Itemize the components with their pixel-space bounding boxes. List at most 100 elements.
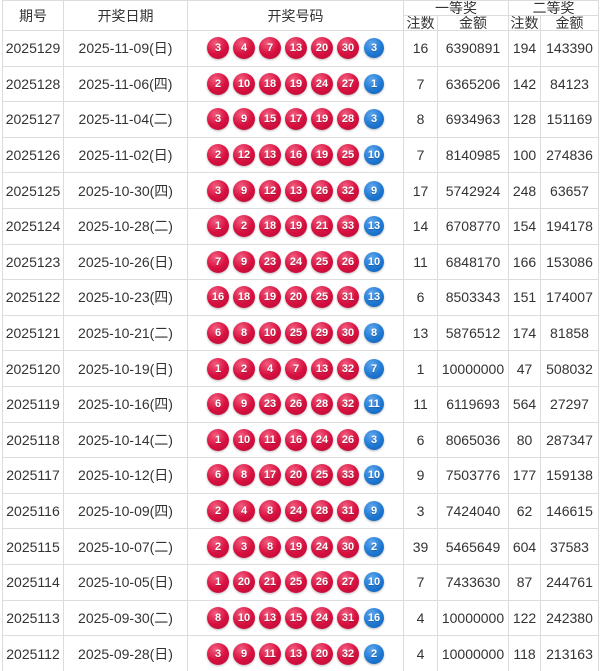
red-ball: 30: [337, 322, 359, 345]
red-ball: 9: [233, 179, 255, 202]
red-ball: 3: [207, 37, 229, 60]
second-prize-count-cell: 47: [508, 350, 541, 387]
first-prize-count-cell: 1: [403, 350, 438, 387]
period-cell: 2025123: [2, 243, 64, 281]
first-prize-amount-cell: 5465649: [437, 528, 509, 565]
red-ball: 19: [285, 72, 307, 95]
red-ball: 18: [259, 215, 281, 238]
table-row: 2025114 2025-10-05(日) 1 20 21 25 26 27 10 7 74…: [2, 563, 599, 601]
red-ball: 32: [337, 642, 359, 665]
first-prize-amount-cell: 10000000: [437, 599, 509, 637]
first-prize-count-cell: 3: [403, 492, 438, 530]
red-ball: 15: [259, 108, 281, 131]
blue-ball: 1: [364, 73, 384, 94]
first-prize-amount-cell: 6365206: [437, 65, 509, 103]
date-cell: 2025-09-28(日): [63, 635, 188, 671]
red-ball: 2: [207, 535, 229, 558]
red-ball: 30: [337, 535, 359, 558]
period-cell: 2025121: [2, 314, 64, 352]
numbers-cell: 3 9 11 13 20 32 2: [187, 635, 404, 671]
first-prize-count-cell: 14: [403, 207, 438, 245]
red-ball: 32: [337, 179, 359, 202]
red-ball: 17: [259, 464, 281, 487]
first-prize-amount-cell: 8140985: [437, 136, 509, 174]
first-prize-count-cell: 4: [403, 599, 438, 637]
date-cell: 2025-10-21(二): [63, 314, 188, 352]
blue-ball: 3: [364, 38, 384, 59]
numbers-cell: 3 9 15 17 19 28 3: [187, 101, 404, 138]
second-prize-count-cell: 194: [508, 30, 541, 67]
blue-ball: 2: [364, 536, 384, 557]
second-prize-amount-cell: 151169: [540, 101, 599, 138]
first-prize-count-cell: 7: [403, 563, 438, 601]
second-prize-count-cell: 122: [508, 599, 541, 637]
numbers-cell: 6 9 23 26 28 32 11: [187, 385, 404, 423]
period-cell: 2025129: [2, 30, 64, 67]
first-prize-amount-cell: 7503776: [437, 457, 509, 494]
second-prize-amount-cell: 174007: [540, 279, 599, 316]
header-numbers: 开奖号码: [187, 0, 404, 31]
header-second-prize-count: 注数: [508, 15, 541, 31]
header-date: 开奖日期: [63, 0, 188, 31]
red-ball: 2: [233, 357, 255, 380]
second-prize-count-cell: 166: [508, 243, 541, 281]
red-ball: 19: [285, 535, 307, 558]
date-cell: 2025-10-05(日): [63, 563, 188, 601]
period-cell: 2025116: [2, 492, 64, 530]
red-ball: 8: [233, 322, 255, 345]
table-row: 2025115 2025-10-07(二) 2 3 8 19 24 30 2 39 5465…: [2, 528, 599, 565]
first-prize-amount-cell: 6934963: [437, 101, 509, 138]
date-cell: 2025-10-14(二): [63, 421, 188, 459]
red-ball: 29: [311, 322, 333, 345]
red-ball: 1: [207, 571, 229, 594]
red-ball: 16: [207, 286, 229, 309]
red-ball: 28: [311, 393, 333, 416]
date-cell: 2025-09-30(二): [63, 599, 188, 637]
first-prize-amount-cell: 10000000: [437, 635, 509, 671]
date-cell: 2025-11-09(日): [63, 30, 188, 67]
second-prize-amount-cell: 242380: [540, 599, 599, 637]
red-ball: 1: [207, 428, 229, 451]
first-prize-count-cell: 6: [403, 421, 438, 459]
red-ball: 8: [233, 464, 255, 487]
red-ball: 33: [337, 215, 359, 238]
red-ball: 25: [285, 322, 307, 345]
second-prize-amount-cell: 84123: [540, 65, 599, 103]
second-prize-amount-cell: 146615: [540, 492, 599, 530]
date-cell: 2025-10-23(四): [63, 279, 188, 316]
second-prize-count-cell: 248: [508, 172, 541, 209]
red-ball: 8: [259, 500, 281, 523]
red-ball: 2: [233, 215, 255, 238]
red-ball: 4: [233, 37, 255, 60]
red-ball: 25: [311, 250, 333, 273]
second-prize-amount-cell: 244761: [540, 563, 599, 601]
numbers-cell: 8 10 13 15 24 31 16: [187, 599, 404, 637]
second-prize-amount-cell: 63657: [540, 172, 599, 209]
red-ball: 18: [259, 72, 281, 95]
red-ball: 9: [233, 250, 255, 273]
header-period: 期号: [2, 0, 64, 31]
numbers-cell: 6 8 10 25 29 30 8: [187, 314, 404, 352]
period-cell: 2025120: [2, 350, 64, 387]
red-ball: 13: [259, 606, 281, 629]
red-ball: 13: [285, 179, 307, 202]
first-prize-count-cell: 4: [403, 635, 438, 671]
red-ball: 10: [233, 606, 255, 629]
red-ball: 28: [337, 108, 359, 131]
second-prize-count-cell: 604: [508, 528, 541, 565]
red-ball: 33: [337, 464, 359, 487]
red-ball: 9: [233, 393, 255, 416]
red-ball: 7: [285, 357, 307, 380]
red-ball: 10: [259, 322, 281, 345]
period-cell: 2025125: [2, 172, 64, 209]
red-ball: 1: [207, 357, 229, 380]
red-ball: 19: [259, 286, 281, 309]
red-ball: 2: [207, 500, 229, 523]
first-prize-amount-cell: 7424040: [437, 492, 509, 530]
header-second-prize-amount: 金额: [540, 15, 599, 31]
red-ball: 24: [311, 606, 333, 629]
red-ball: 7: [207, 250, 229, 273]
red-ball: 3: [207, 108, 229, 131]
period-cell: 2025117: [2, 457, 64, 494]
blue-ball: 16: [364, 607, 384, 628]
